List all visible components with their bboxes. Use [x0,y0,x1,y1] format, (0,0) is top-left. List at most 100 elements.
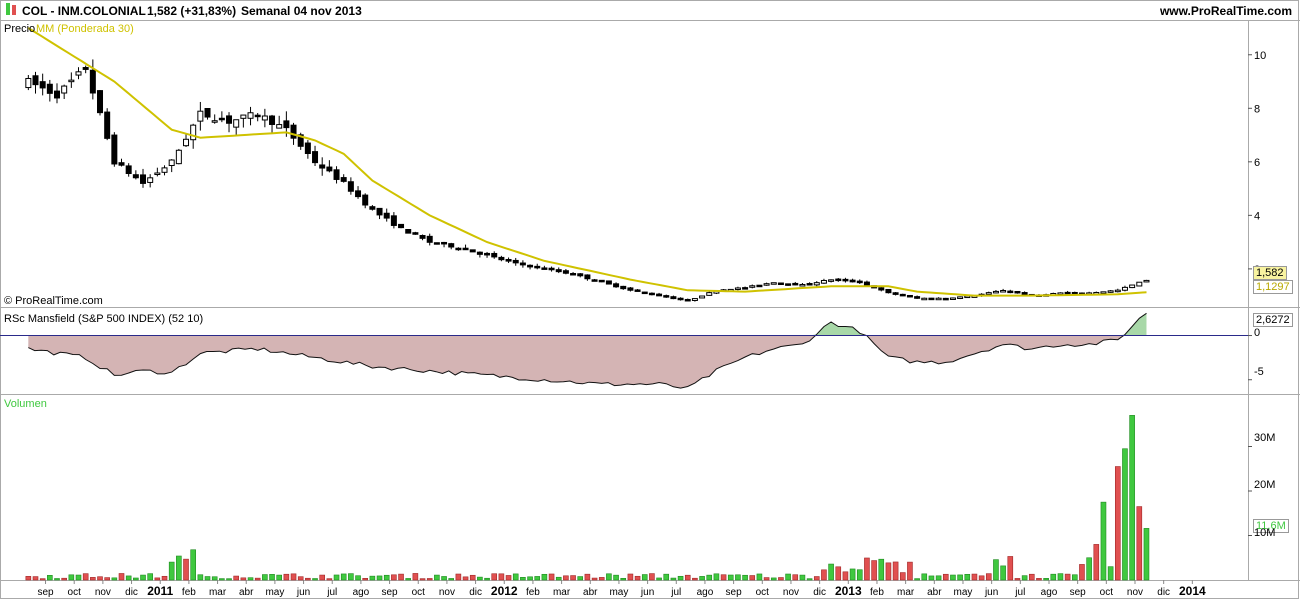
candle-body [426,235,433,243]
volume-bar [82,573,89,581]
volume-bar [469,574,476,581]
volume-bar [813,576,820,581]
xtick-label: sep [726,587,743,598]
xtick-label: may [954,587,973,598]
volume-bar [326,578,333,581]
volume-bar [770,577,777,581]
candle-body [684,298,691,302]
candle-body [1107,290,1114,293]
xtick-label: 2013 [835,584,862,598]
volume-bar [1050,573,1057,581]
candle-body [591,279,598,282]
xtick-label: dic [1157,587,1170,598]
chart-header: COL - INM.COLONIAL 1,582 (+31,83%) Seman… [0,0,1300,20]
candle-body [770,282,777,285]
volume-bar [942,573,949,581]
candle-body [699,295,706,299]
candle-body [1071,291,1078,295]
xtick-label: mar [209,587,227,598]
candle-body [261,115,268,121]
candle-body [935,297,942,301]
volume-bar [47,575,53,581]
candle-body [82,67,89,70]
volume-bar [391,574,397,581]
candle-body [742,287,749,290]
ytick-label: 6 [1254,157,1260,169]
candle-body [390,215,397,226]
candle-body [333,169,340,180]
site-link[interactable]: www.ProRealTime.com [1159,4,1292,18]
xtick-label: feb [870,587,884,598]
xtick-label: ago [1041,587,1058,598]
volume-bar [197,574,204,581]
candle-body [706,292,713,296]
candle-body [25,77,32,89]
price-change: 1,582 (+31,83%) [147,4,237,18]
candle-body [441,241,448,245]
candle-body [885,288,892,294]
ma-value-tag: 1,1297 [1253,280,1293,294]
volume-bar [849,568,856,581]
price-candles [25,59,1150,302]
volume-axis-10m: 10M [1254,527,1276,539]
candle-body [304,142,311,154]
volume-bar [190,549,196,581]
candle-body [476,251,483,255]
candle-body [813,282,820,286]
xtick-label: sep [1070,587,1087,598]
candle-body [985,292,992,295]
xtick-label: jul [1014,587,1025,598]
candle-body [792,282,799,286]
volume-bar [520,577,526,581]
volume-bar [878,558,885,581]
volume-bar [340,573,347,581]
xtick-label: sep [382,587,399,598]
volume-axis-30m: 30M [1254,432,1276,444]
candle-body [1014,290,1021,294]
candle-body [75,71,82,76]
volume-bar [290,573,297,581]
candle-body [398,223,405,229]
volume-bar [634,575,641,581]
candle-body [555,269,562,273]
candle-body [312,151,319,164]
volume-bar [1107,566,1114,581]
xtick-label: oct [412,587,426,598]
volume-bar [283,573,290,581]
volume-bar [620,577,627,581]
candle-body [777,282,784,286]
xtick-label: oct [1100,587,1114,598]
volume-bar [154,577,161,581]
price-label: Precio [4,23,36,35]
volume-bar [1100,501,1107,581]
candle-body [627,287,634,291]
volume-bar [1007,556,1014,581]
xtick-label: ago [353,587,370,598]
volume-bar [1000,565,1006,581]
candle-body [964,295,971,299]
volume-bar [899,572,906,581]
volume-bar [491,573,498,581]
volume-bar [498,573,505,581]
candle-body [369,206,376,210]
candle-body [1000,289,1007,293]
volume-bar [25,576,32,581]
candle-body [620,285,627,290]
volume-bar [383,574,390,581]
candle-body [921,297,928,301]
volume-bar [699,576,705,581]
volume-bar [462,576,469,581]
volume-bar [355,575,361,581]
candle-body [763,283,770,286]
candle-body [197,110,204,122]
candle-body [405,229,412,234]
ticker-title: COL - INM.COLONIAL [22,4,146,18]
volume-axis-20m: 20M [1254,479,1276,491]
volume-bar [484,577,490,581]
volume-bar [950,574,956,581]
candle-body [498,256,505,261]
candle-body [140,174,147,184]
volume-bar [613,574,619,581]
xtick-label: abr [927,587,942,598]
